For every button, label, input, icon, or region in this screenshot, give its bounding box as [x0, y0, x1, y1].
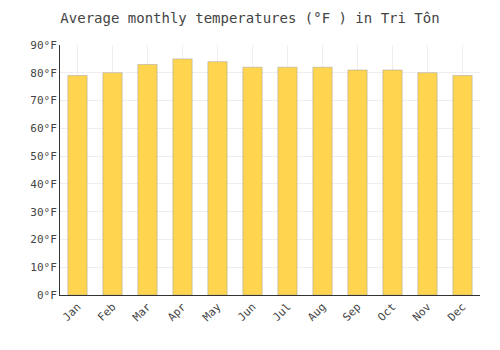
svg-text:Mar: Mar [130, 300, 154, 324]
svg-text:Average monthly temperatures (: Average monthly temperatures (°F ) in Tr… [60, 10, 439, 26]
svg-text:Jun: Jun [235, 301, 258, 324]
svg-text:30°F: 30°F [30, 206, 57, 219]
svg-text:Feb: Feb [95, 301, 118, 324]
svg-text:Jul: Jul [270, 301, 293, 324]
svg-text:40°F: 40°F [30, 178, 57, 191]
svg-text:Dec: Dec [445, 301, 468, 324]
svg-text:Nov: Nov [410, 300, 434, 324]
svg-text:20°F: 20°F [30, 233, 57, 246]
svg-text:May: May [200, 300, 224, 324]
svg-text:Jan: Jan [60, 301, 83, 324]
svg-text:Oct: Oct [375, 301, 398, 324]
svg-text:0°F: 0°F [37, 289, 57, 302]
svg-text:50°F: 50°F [30, 150, 57, 163]
svg-text:Apr: Apr [165, 300, 189, 324]
svg-text:70°F: 70°F [30, 94, 57, 107]
svg-text:80°F: 80°F [30, 67, 57, 80]
svg-text:90°F: 90°F [30, 39, 57, 52]
svg-text:Sep: Sep [340, 301, 363, 324]
svg-text:60°F: 60°F [30, 122, 57, 135]
svg-text:10°F: 10°F [30, 261, 57, 274]
svg-text:Aug: Aug [305, 301, 328, 324]
